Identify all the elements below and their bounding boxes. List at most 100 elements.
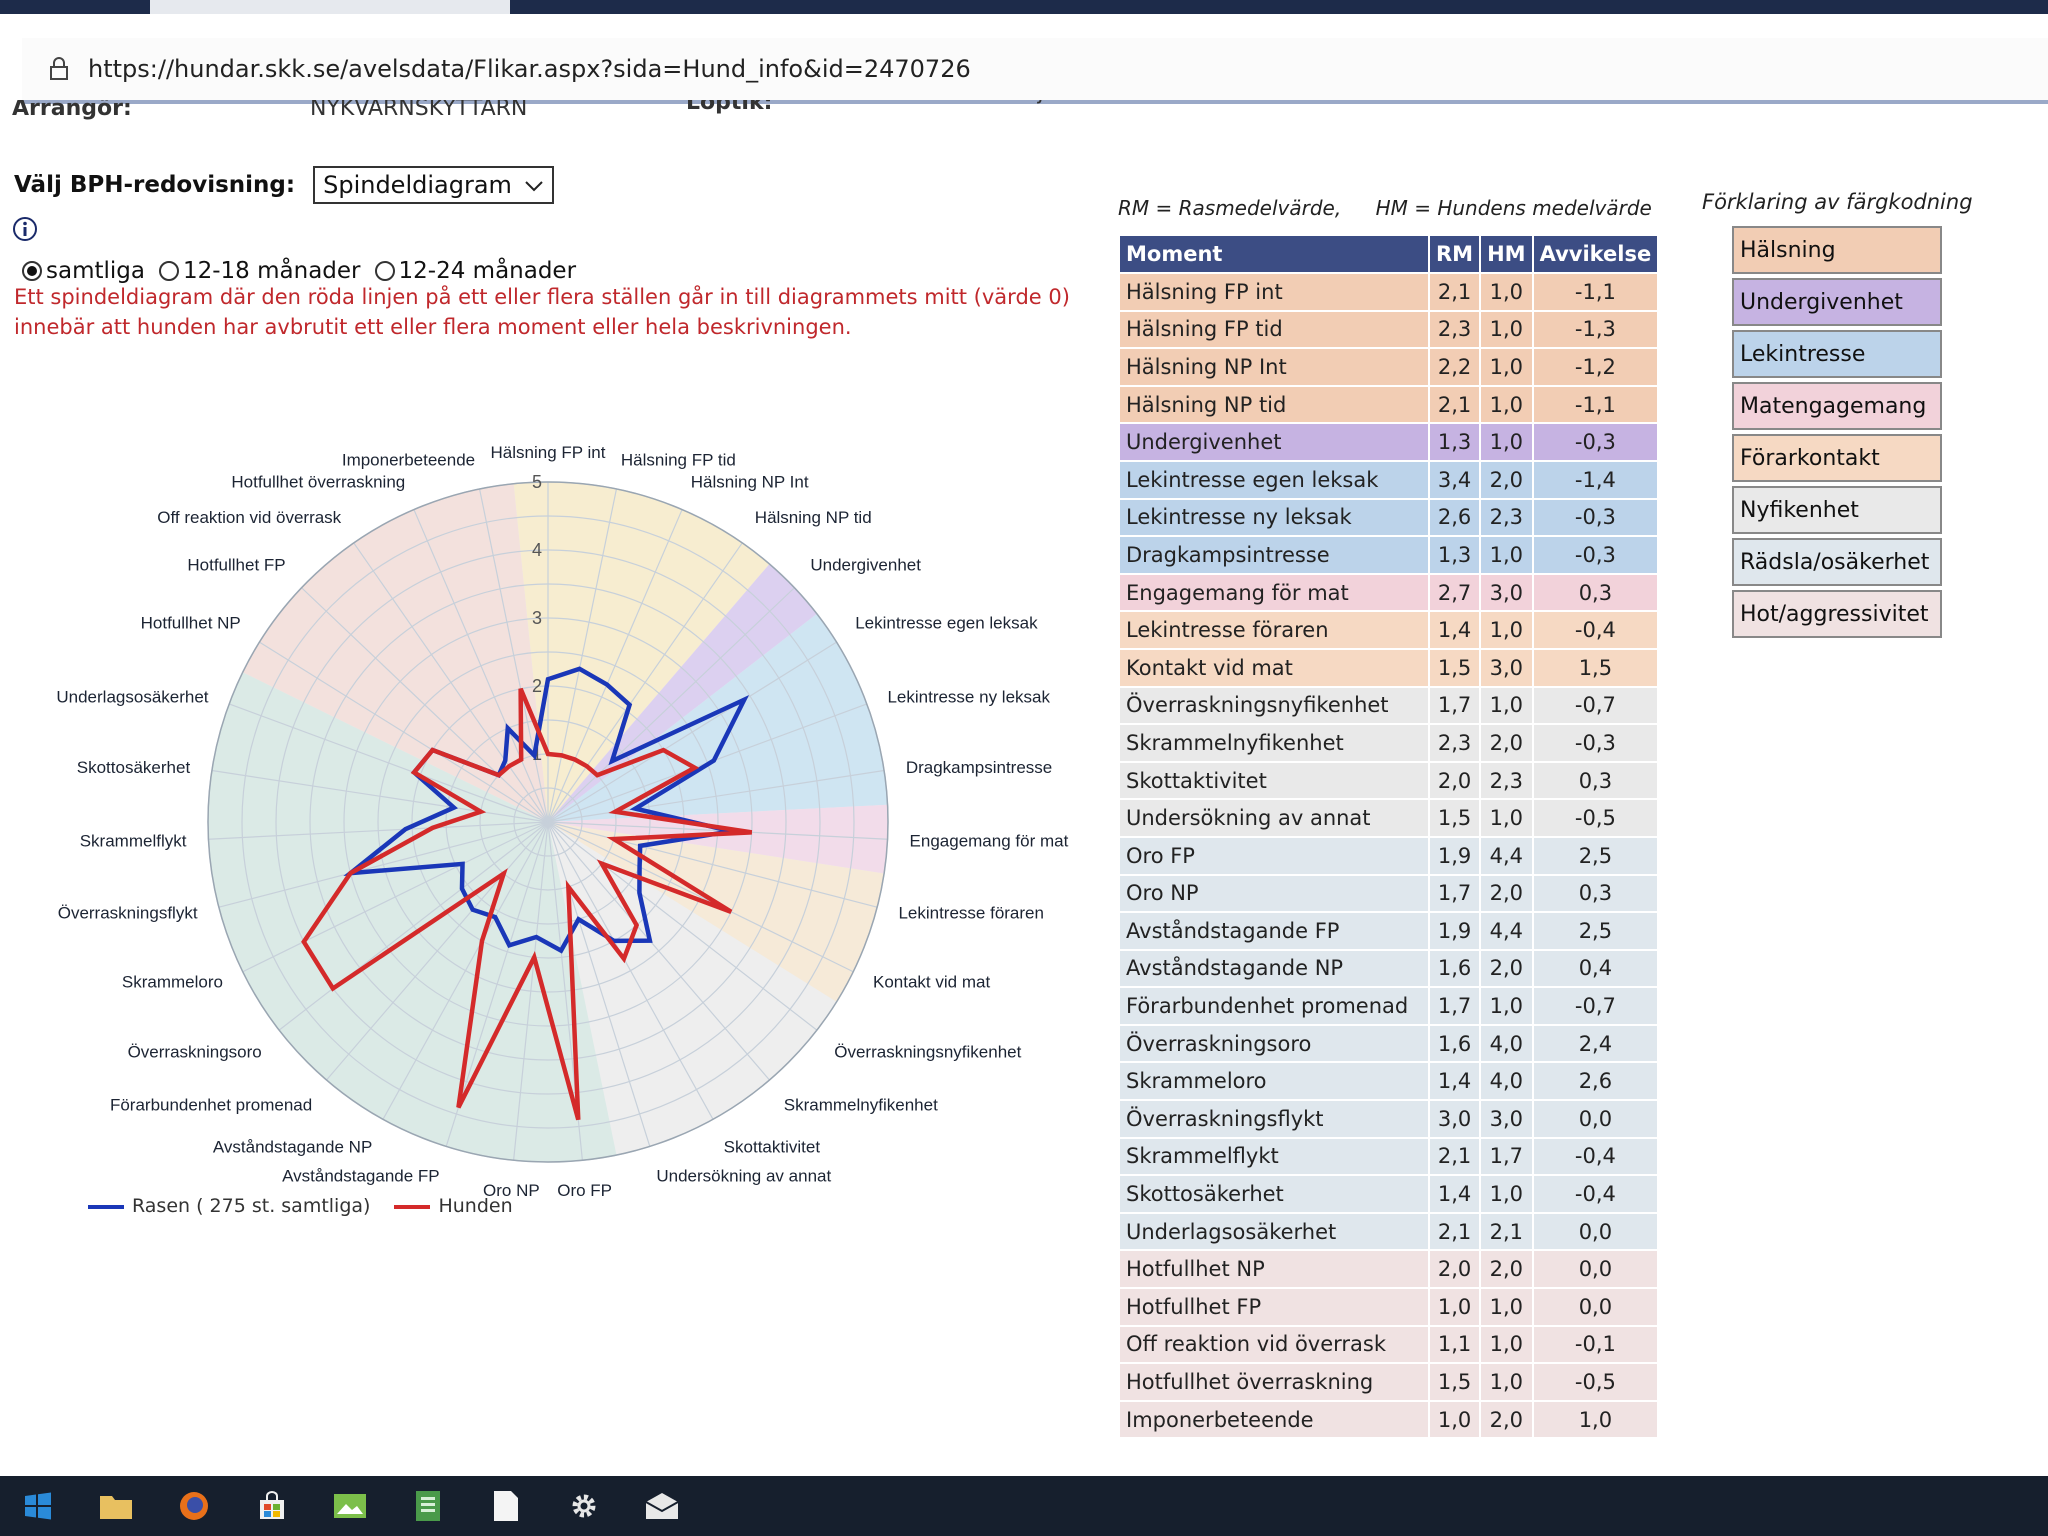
color-key-item: Rädsla/osäkerhet	[1732, 538, 1942, 586]
chart-spoke	[259, 641, 549, 823]
chart-sector	[548, 613, 888, 822]
hm-cell: 2,3	[1479, 497, 1534, 538]
spider-chart-svg: 1 2 3 4 5 Hälsning FP int Hälsning FP tid Hälsn…	[56, 443, 1069, 1200]
firefox-icon[interactable]	[170, 1482, 218, 1530]
folder-icon[interactable]	[92, 1482, 140, 1530]
hm-cell: 1,0	[1479, 347, 1534, 387]
rm-cell: 2,1	[1427, 384, 1482, 425]
hm-cell: 1,7	[1479, 1136, 1534, 1177]
header-moment: Moment	[1118, 234, 1430, 274]
hm-cell: 1,0	[1479, 685, 1534, 726]
avvikelse-cell: 1,5	[1531, 647, 1660, 688]
hm-cell: 3,0	[1479, 1099, 1534, 1139]
chart-spoke	[547, 821, 818, 1031]
table-row: Skrammelnyfikenhet 2,3 2,0 -0,3	[1118, 723, 1660, 763]
photos-icon[interactable]	[326, 1482, 374, 1530]
chart-sector	[242, 483, 548, 822]
avvikelse-cell: -1,2	[1531, 347, 1660, 387]
avvikelse-cell: -0,3	[1531, 497, 1660, 538]
moment-cell: Hotfullhet FP	[1118, 1287, 1430, 1327]
moment-cell: Skrammelnyfikenhet	[1118, 723, 1430, 763]
hm-cell: 4,0	[1479, 1061, 1534, 1102]
rm-cell: 2,6	[1427, 497, 1482, 538]
document-icon[interactable]	[482, 1482, 530, 1530]
radio-12-18[interactable]: 12-18 månader	[158, 258, 361, 284]
color-key-label: Hot/aggressivitet	[1740, 601, 1929, 627]
axis-label: Engagemang för mat	[910, 831, 1069, 850]
chart-spoke	[547, 769, 885, 823]
moment-cell: Hotfullhet NP	[1118, 1249, 1430, 1290]
chart-spoke	[445, 821, 549, 1147]
hm-cell: 1,0	[1479, 1324, 1534, 1365]
url-text[interactable]: https://hundar.skk.se/avelsdata/Flikar.a…	[88, 55, 971, 83]
avvikelse-cell: 1,0	[1531, 1399, 1660, 1440]
table-row: Skottaktivitet 2,0 2,3 0,3	[1118, 760, 1660, 801]
hm-cell: 1,0	[1479, 1174, 1534, 1214]
windows-icon[interactable]	[14, 1482, 62, 1530]
avvikelse-cell: -0,3	[1531, 723, 1660, 763]
axis-label: Överraskningsflykt	[58, 904, 198, 923]
store-icon[interactable]	[248, 1482, 296, 1530]
color-key-item: Hälsning	[1732, 226, 1942, 274]
abbreviation-legend: RM = Rasmedelvärde, HM = Hundens medelvä…	[1118, 196, 1680, 220]
hm-cell: 1,0	[1479, 272, 1534, 312]
table-row: Dragkampsintresse 1,3 1,0 -0,3	[1118, 535, 1660, 575]
avvikelse-cell: -0,3	[1531, 422, 1660, 462]
rm-cell: 1,0	[1427, 1287, 1482, 1327]
mail-icon[interactable]	[638, 1482, 686, 1530]
radio-dot-selected[interactable]	[22, 261, 42, 281]
table-row: Underlagsosäkerhet 2,1 2,1 0,0	[1118, 1211, 1660, 1252]
notes-icon[interactable]	[404, 1482, 452, 1530]
axis-label: Överraskningsoro	[128, 1043, 262, 1062]
hm-cell: 1,0	[1479, 1287, 1534, 1327]
table-row: Hotfullhet FP 1,0 1,0 0,0	[1118, 1287, 1660, 1327]
moment-cell: Överraskningsflykt	[1118, 1099, 1430, 1139]
chart-spoke	[547, 821, 714, 1120]
loptik-label: Löptik:	[686, 100, 773, 115]
settings-icon[interactable]	[560, 1482, 608, 1530]
avvikelse-cell: -0,4	[1531, 610, 1660, 650]
legend-swatch-blue	[88, 1204, 124, 1209]
table-header-row: Moment RM HM Avvikelse	[1118, 234, 1660, 274]
arranger-value: NYKVARNSKYTTARN	[310, 100, 528, 121]
rm-cell: 3,0	[1427, 1099, 1482, 1139]
rm-cell: 1,7	[1427, 685, 1482, 726]
hm-cell: 2,0	[1479, 723, 1534, 763]
radio-dot[interactable]	[158, 261, 179, 281]
axis-label: Hotfullhet NP	[141, 614, 241, 633]
rm-cell: 1,1	[1427, 1324, 1482, 1365]
moment-cell: Avståndstagande FP	[1118, 911, 1430, 951]
color-key-item: Undergivenhet	[1732, 278, 1942, 326]
bph-dropdown[interactable]: Spindeldiagram	[313, 166, 554, 204]
rm-cell: 1,7	[1427, 986, 1482, 1026]
info-row-partial: Arrangör: NYKVARNSKYTTARN Löptik: nej	[0, 100, 1100, 124]
chart-sector	[548, 804, 888, 874]
age-filter: samtliga 12-18 månader 12-24 månader	[22, 258, 576, 284]
chart-sector	[513, 482, 770, 822]
info-icon[interactable]	[12, 216, 38, 242]
header-avvikelse: Avvikelse	[1531, 234, 1660, 274]
radio-12-24[interactable]: 12-24 månader	[374, 258, 576, 284]
loptik-value: nej	[1010, 100, 1044, 105]
radial-tick-label: 1	[532, 744, 542, 764]
rm-cell: 2,1	[1427, 1211, 1482, 1252]
table-row: Oro NP 1,7 2,0 0,3	[1118, 873, 1660, 914]
table-row: Lekintresse ny leksak 2,6 2,3 -0,3	[1118, 497, 1660, 538]
avvikelse-cell: -0,4	[1531, 1136, 1660, 1177]
chart-spoke	[218, 821, 549, 908]
browser-tab[interactable]	[150, 0, 510, 14]
radio-dot[interactable]	[374, 261, 395, 281]
avvikelse-cell: -1,1	[1531, 384, 1660, 425]
hm-cell: 1,0	[1479, 384, 1534, 425]
chart-spoke	[547, 488, 618, 823]
radio-samtliga[interactable]: samtliga	[22, 258, 145, 284]
axis-label: Lekintresse ny leksak	[887, 687, 1050, 706]
chart-spoke	[382, 821, 549, 1120]
address-bar[interactable]: https://hundar.skk.se/avelsdata/Flikar.a…	[22, 38, 2048, 104]
chart-spoke	[547, 821, 878, 908]
axis-label: Överraskningsnyfikenhet	[834, 1043, 1021, 1062]
avvikelse-cell: 2,6	[1531, 1061, 1660, 1102]
rm-cell: 1,7	[1427, 873, 1482, 914]
moment-cell: Undergivenhet	[1118, 422, 1430, 462]
table-row: Hotfullhet NP 2,0 2,0 0,0	[1118, 1249, 1660, 1290]
